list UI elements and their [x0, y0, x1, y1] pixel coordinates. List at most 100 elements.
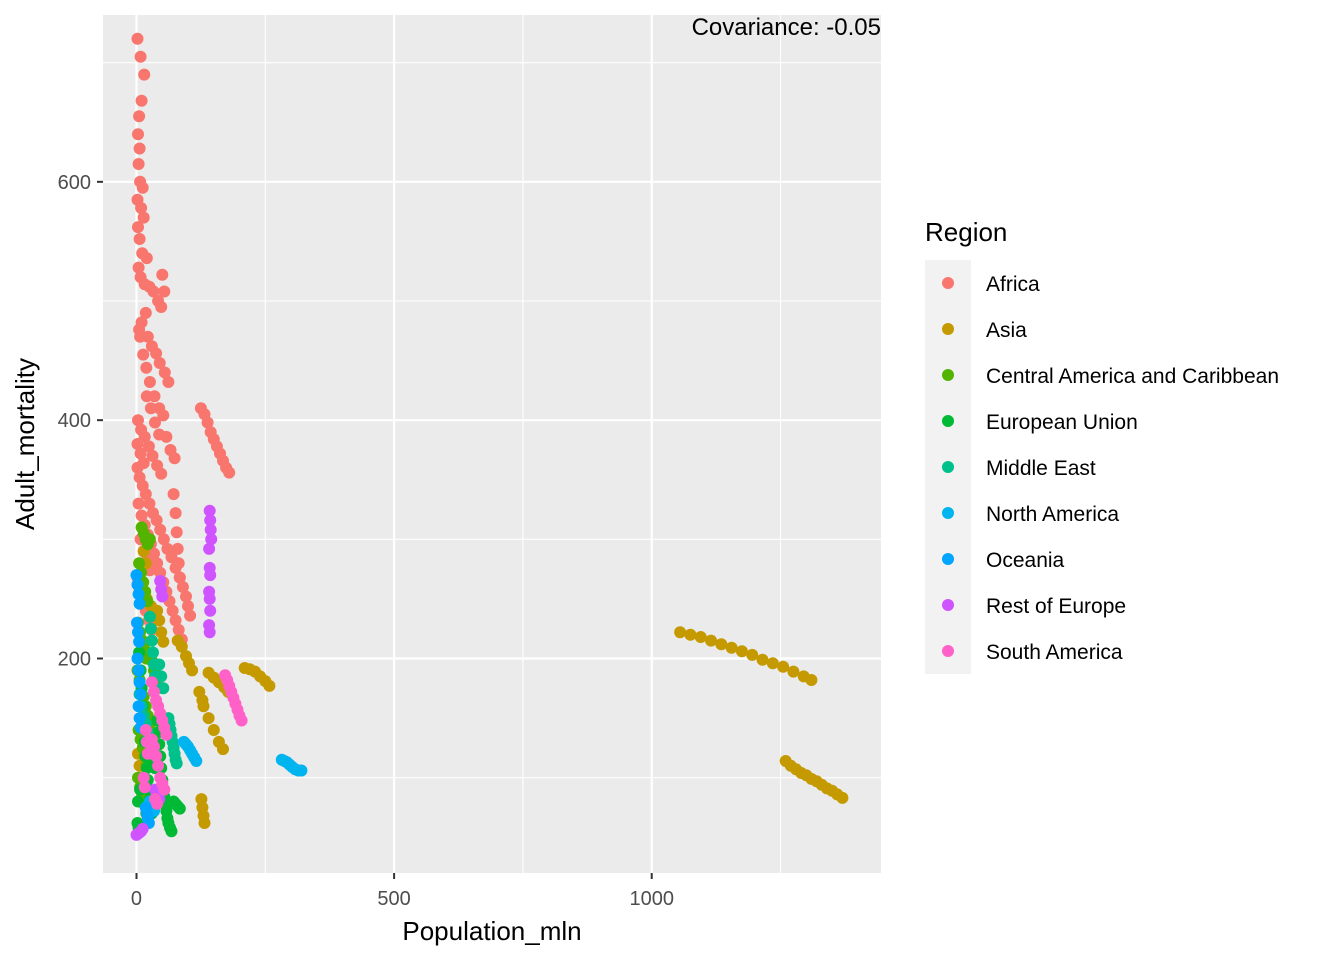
point-south-america [137, 771, 150, 784]
legend-label-european-union: European Union [986, 411, 1138, 434]
point-european-union [173, 802, 186, 815]
point-africa [155, 301, 168, 313]
point-middle-east [153, 658, 166, 671]
point-south-america [160, 728, 173, 741]
point-africa [180, 590, 192, 603]
point-south-america [151, 797, 164, 810]
point-rest-of-europe [204, 514, 217, 527]
point-oceania [131, 652, 144, 665]
point-asia [777, 660, 790, 673]
point-asia [805, 674, 818, 686]
point-asia [725, 641, 738, 654]
point-africa [154, 523, 167, 536]
legend-label-middle-east: Middle East [986, 457, 1096, 480]
point-africa [139, 488, 152, 501]
point-africa [182, 600, 194, 613]
point-rest-of-europe [205, 533, 218, 546]
point-oceania [132, 700, 145, 713]
point-africa [142, 440, 155, 453]
point-rest-of-europe [203, 626, 216, 639]
point-africa [201, 416, 214, 429]
series-south-america [137, 669, 248, 810]
point-africa [135, 94, 148, 107]
point-africa [166, 604, 179, 617]
legend-label-africa: Africa [986, 273, 1040, 296]
point-africa [136, 181, 149, 194]
point-asia [746, 648, 759, 661]
point-south-america [235, 714, 248, 727]
point-africa [135, 202, 148, 214]
point-middle-east [145, 634, 158, 647]
point-africa [157, 533, 170, 546]
point-south-america [139, 724, 152, 736]
legend-key-middle-east [942, 461, 954, 473]
point-africa [155, 467, 168, 480]
point-africa [134, 330, 147, 343]
series-oceania [130, 569, 155, 829]
point-africa [153, 428, 166, 441]
legend-label-oceania: Oceania [986, 549, 1065, 572]
point-africa [158, 285, 171, 298]
point-africa [172, 623, 185, 636]
point-africa [184, 609, 197, 622]
point-south-america [158, 783, 171, 796]
y-axis-title: Adult_mortality [10, 358, 40, 530]
point-africa [150, 347, 163, 360]
point-africa [154, 566, 167, 579]
point-africa [134, 50, 147, 63]
point-rest-of-europe [136, 822, 149, 835]
point-africa [143, 376, 156, 388]
point-rest-of-europe [156, 590, 169, 603]
point-south-america [138, 781, 151, 794]
point-north-america [190, 755, 203, 767]
point-africa [167, 488, 180, 501]
legend: Region Africa Asia Central America and Car… [925, 217, 1279, 674]
point-rest-of-europe [203, 542, 216, 555]
point-asia [766, 657, 779, 670]
point-asia [836, 791, 849, 804]
point-oceania [133, 712, 146, 725]
point-central-america-and-caribbean [143, 533, 156, 546]
point-oceania [132, 626, 144, 639]
covariance-annotation: Covariance: -0.05 [692, 14, 881, 41]
point-africa [169, 614, 182, 627]
point-africa [132, 261, 145, 274]
point-south-america [145, 676, 158, 689]
point-oceania [132, 664, 145, 677]
x-tick-label: 500 [377, 888, 410, 910]
point-asia [198, 817, 211, 829]
y-tick-label: 400 [58, 410, 91, 432]
point-middle-east [147, 646, 159, 659]
point-africa [131, 438, 144, 450]
point-rest-of-europe [203, 592, 216, 605]
point-africa [135, 509, 148, 522]
legend-label-asia: Asia [986, 319, 1027, 342]
legend-key-european-union [942, 415, 954, 427]
data-points [130, 32, 849, 841]
point-africa [156, 268, 169, 281]
point-asia [674, 626, 687, 639]
point-africa [132, 497, 145, 510]
point-rest-of-europe [204, 523, 217, 536]
legend-key-north-america [942, 507, 954, 519]
point-oceania [132, 588, 145, 601]
point-asia [694, 631, 707, 643]
point-africa [133, 233, 146, 245]
legend-key-asia [942, 323, 954, 335]
x-axis-title: Population_mln [402, 916, 581, 946]
point-oceania [130, 569, 143, 582]
point-european-union [140, 762, 153, 775]
point-asia [715, 638, 728, 651]
point-africa [137, 211, 150, 224]
point-africa [133, 110, 146, 123]
point-africa [140, 390, 153, 403]
point-asia [202, 712, 215, 725]
point-africa [150, 514, 163, 527]
legend-key-africa [942, 277, 954, 289]
point-africa [158, 366, 171, 379]
legend-label-central-america-and-caribbean: Central America and Caribbean [986, 365, 1279, 388]
point-africa [132, 221, 144, 234]
point-africa [137, 348, 150, 361]
point-africa [162, 376, 175, 388]
point-africa [168, 452, 181, 465]
